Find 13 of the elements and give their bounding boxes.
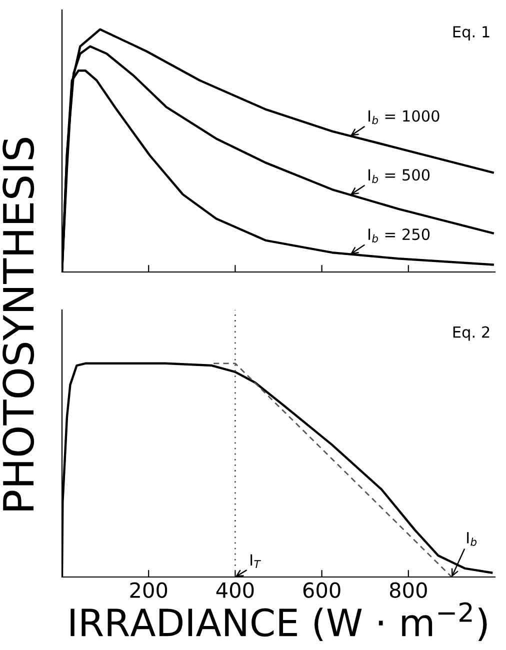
y-axis-title: PHOTOSYNTHESIS	[2, 138, 34, 510]
series-label: I$_{b}$ = 500	[368, 169, 430, 184]
x-tick-label: 400	[216, 582, 254, 598]
x-tick-label: 200	[130, 582, 168, 598]
x-tick-label: 800	[390, 582, 427, 598]
x-axis-title: IRRADIANCE (W · m$^{−2}$)	[70, 602, 487, 642]
ref-line-label: I$_{T}$	[250, 554, 261, 568]
text: Eq. 2	[453, 326, 490, 341]
annotation: I$_{b}$	[467, 532, 477, 546]
x-tick-label: 600	[303, 582, 340, 598]
annotation: Eq. 1	[453, 26, 490, 41]
series-label: I$_{b}$ = 1000	[368, 110, 440, 124]
series-label: I$_{b}$ = 250	[368, 228, 430, 243]
